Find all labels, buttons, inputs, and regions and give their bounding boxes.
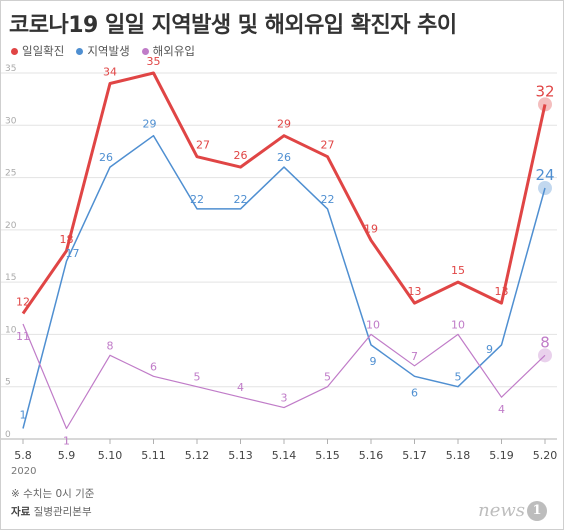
data-label-daily: 19 (364, 222, 378, 235)
data-label-local: 22 (234, 193, 248, 206)
data-label-local: 6 (411, 386, 418, 399)
legend-item-daily: 일일확진 (11, 43, 64, 59)
x-tick-label: 5.10 (98, 449, 123, 462)
data-label-imported: 5 (324, 371, 331, 384)
x-tick-label: 5.20 (533, 449, 558, 462)
data-label-daily: 27 (321, 139, 335, 152)
x-tick-label: 5.13 (228, 449, 253, 462)
data-label-local: 26 (277, 151, 291, 164)
source-value: 질병관리본부 (33, 506, 92, 518)
x-tick-label: 5.12 (185, 449, 210, 462)
data-label-imported: 10 (366, 318, 380, 331)
x-tick-label: 5.11 (141, 449, 166, 462)
legend-marker-imported (141, 47, 149, 55)
data-label-local: 26 (99, 151, 113, 164)
news1-logo: news 1 (478, 500, 547, 521)
data-label-daily: 35 (147, 55, 161, 68)
data-label-daily: 18 (60, 233, 74, 246)
x-tick-label: 5.19 (489, 449, 514, 462)
last-point-marker-local (538, 181, 552, 196)
x-year-label: 2020 (11, 466, 36, 477)
data-label-local: 5 (455, 371, 462, 384)
legend: 일일확진 지역발생 해외유입 (11, 43, 195, 59)
series-line-local (22, 134, 546, 429)
data-label-imported: 8 (540, 333, 550, 351)
x-tick-label: 5.8 (14, 449, 32, 462)
data-label-imported: 3 (281, 392, 288, 405)
legend-label-local: 지역발생 (87, 44, 130, 58)
data-label-daily: 32 (535, 82, 554, 100)
footnote: ※ 수치는 0시 기준 (11, 488, 95, 500)
last-point-marker-daily (538, 97, 552, 112)
data-label-local: 9 (486, 343, 493, 356)
y-tick-label: 20 (5, 221, 17, 231)
data-label-daily: 26 (234, 149, 248, 162)
legend-marker-daily (11, 47, 18, 55)
data-label-imported: 8 (107, 339, 114, 352)
source-label: 자료 (11, 506, 31, 518)
data-label-imported: 10 (451, 318, 465, 331)
data-label-imported: 5 (194, 371, 201, 384)
data-label-daily: 13 (408, 285, 422, 298)
data-label-daily: 34 (103, 65, 117, 78)
chart-title: 코로나19 일일 지역발생 및 해외유입 확진자 추이 (9, 13, 457, 38)
data-label-local: 22 (321, 193, 335, 206)
y-tick-label: 0 (5, 430, 11, 440)
x-tick-label: 5.14 (272, 449, 297, 462)
legend-label-imported: 해외유입 (152, 44, 195, 58)
legend-label-daily: 일일확진 (22, 44, 65, 58)
data-label-local: 29 (143, 118, 157, 131)
x-tick-label: 5.17 (402, 449, 427, 462)
data-label-local: 1 (20, 409, 27, 422)
data-label-daily: 13 (495, 285, 509, 298)
data-label-local: 9 (370, 355, 377, 368)
data-label-daily: 12 (16, 296, 30, 309)
legend-item-local: 지역발생 (76, 43, 130, 59)
logo-mark: 1 (527, 500, 547, 521)
data-label-daily: 27 (196, 139, 210, 152)
logo-text: news (478, 500, 525, 521)
data-label-imported: 7 (411, 350, 418, 363)
y-tick-label: 35 (5, 64, 16, 74)
data-label-local: 24 (535, 166, 554, 184)
data-label-local: 22 (190, 193, 204, 206)
y-tick-label: 10 (5, 325, 17, 335)
y-tick-label: 25 (5, 169, 16, 179)
y-tick-label: 5 (5, 378, 11, 388)
series-line-imported (22, 323, 546, 430)
legend-item-imported: 해외유입 (141, 43, 195, 59)
x-tick-label: 5.16 (359, 449, 384, 462)
legend-marker-local (76, 47, 84, 55)
y-tick-label: 15 (5, 273, 16, 283)
series-line-daily (21, 71, 547, 315)
x-tick-label: 5.9 (58, 449, 76, 462)
data-label-imported: 4 (498, 403, 505, 416)
last-point-marker-imported (538, 348, 552, 363)
y-tick-label: 30 (5, 116, 17, 126)
x-tick-label: 5.15 (315, 449, 340, 462)
data-label-imported: 4 (237, 381, 244, 394)
source-line: 자료 질병관리본부 (11, 504, 92, 519)
data-label-imported: 6 (150, 360, 157, 373)
data-label-imported: 11 (16, 330, 30, 343)
x-tick-label: 5.18 (446, 449, 471, 462)
data-label-daily: 15 (451, 264, 465, 277)
data-label-imported: 1 (63, 435, 70, 448)
data-label-local: 17 (66, 247, 80, 260)
data-label-daily: 29 (277, 118, 291, 131)
